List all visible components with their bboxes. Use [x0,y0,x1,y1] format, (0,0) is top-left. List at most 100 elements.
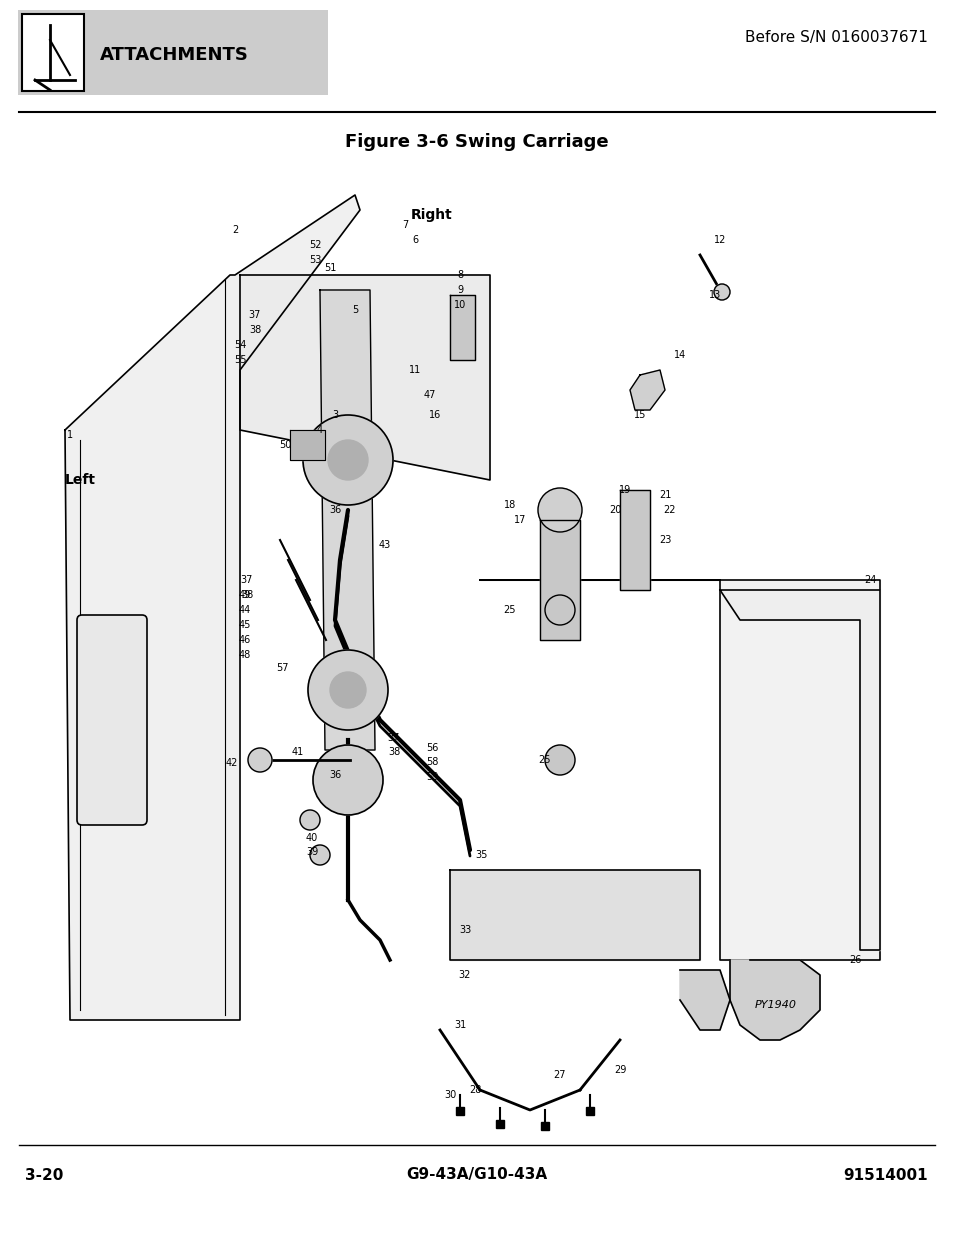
Text: 36: 36 [329,769,341,781]
Text: 57: 57 [275,663,288,673]
Circle shape [310,845,330,864]
Text: 38: 38 [240,590,253,600]
Text: G9-43A/G10-43A: G9-43A/G10-43A [406,1167,547,1182]
Polygon shape [629,370,664,410]
Text: 14: 14 [673,350,685,359]
Polygon shape [240,275,490,480]
Text: 15: 15 [633,410,645,420]
Polygon shape [496,1120,503,1128]
Polygon shape [720,590,879,950]
Text: 25: 25 [538,755,551,764]
Polygon shape [585,1107,594,1115]
Text: 51: 51 [323,263,335,273]
Circle shape [299,810,319,830]
Text: 7: 7 [401,220,408,230]
Text: 3-20: 3-20 [25,1167,63,1182]
Text: 39: 39 [306,847,317,857]
Polygon shape [540,1123,548,1130]
Text: 3: 3 [332,410,337,420]
Circle shape [308,650,388,730]
Polygon shape [65,195,359,1020]
Text: ATTACHMENTS: ATTACHMENTS [100,46,249,64]
Circle shape [303,415,393,505]
Text: Before S/N 0160037671: Before S/N 0160037671 [744,30,927,44]
Text: 54: 54 [233,340,246,350]
Text: 21: 21 [659,490,671,500]
Text: 43: 43 [378,540,391,550]
Text: Figure 3-6 Swing Carriage: Figure 3-6 Swing Carriage [345,133,608,151]
Text: 27: 27 [553,1070,566,1079]
Text: 25: 25 [503,605,516,615]
Polygon shape [729,960,820,1040]
Text: 44: 44 [238,605,251,615]
Polygon shape [319,290,375,750]
Circle shape [313,745,382,815]
Text: 23: 23 [659,535,671,545]
Polygon shape [450,869,700,960]
Text: 32: 32 [458,969,471,981]
Text: 47: 47 [423,390,436,400]
Text: 1: 1 [67,430,73,440]
Text: 46: 46 [238,635,251,645]
Text: 28: 28 [468,1086,480,1095]
Circle shape [537,488,581,532]
Text: 35: 35 [476,850,488,860]
Text: 31: 31 [454,1020,466,1030]
Polygon shape [539,520,579,640]
Text: 55: 55 [233,354,246,366]
Text: 48: 48 [238,650,251,659]
Text: 4: 4 [316,425,323,435]
Text: 53: 53 [309,254,321,266]
Text: 37: 37 [388,734,399,743]
Text: 19: 19 [618,485,631,495]
Circle shape [248,748,272,772]
Text: 52: 52 [309,240,321,249]
Text: 33: 33 [458,925,471,935]
Text: 10: 10 [454,300,466,310]
Text: 18: 18 [503,500,516,510]
Text: 6: 6 [412,235,417,245]
Text: 41: 41 [292,747,304,757]
Polygon shape [450,295,475,359]
Circle shape [713,284,729,300]
Polygon shape [290,430,325,459]
Text: 37: 37 [249,310,261,320]
Text: 36: 36 [329,505,341,515]
Circle shape [330,672,366,708]
Text: 56: 56 [425,743,437,753]
Text: 12: 12 [713,235,725,245]
Text: 45: 45 [238,620,251,630]
Text: 49: 49 [238,590,251,600]
FancyBboxPatch shape [18,10,328,95]
Text: PY1940: PY1940 [754,1000,796,1010]
Text: 38: 38 [249,325,261,335]
FancyBboxPatch shape [77,615,147,825]
Text: 40: 40 [306,832,317,844]
Text: 58: 58 [425,757,437,767]
Text: 59: 59 [425,772,437,782]
Circle shape [328,440,368,480]
Text: 42: 42 [226,758,238,768]
Text: 13: 13 [708,290,720,300]
Text: 5: 5 [352,305,357,315]
Text: Right: Right [411,207,453,222]
Text: 30: 30 [443,1091,456,1100]
Text: 38: 38 [388,747,399,757]
Text: 50: 50 [278,440,291,450]
Polygon shape [619,490,649,590]
Text: 20: 20 [608,505,620,515]
Text: 8: 8 [456,270,462,280]
Text: 22: 22 [663,505,676,515]
Text: 2: 2 [232,225,238,235]
Text: Left: Left [65,473,95,487]
Text: 37: 37 [240,576,253,585]
Circle shape [544,745,575,776]
Text: 91514001: 91514001 [842,1167,927,1182]
Text: 9: 9 [456,285,462,295]
Bar [22,14,84,91]
Text: 16: 16 [429,410,440,420]
Polygon shape [456,1107,463,1115]
Circle shape [544,595,575,625]
Text: 24: 24 [862,576,875,585]
Text: 11: 11 [409,366,420,375]
